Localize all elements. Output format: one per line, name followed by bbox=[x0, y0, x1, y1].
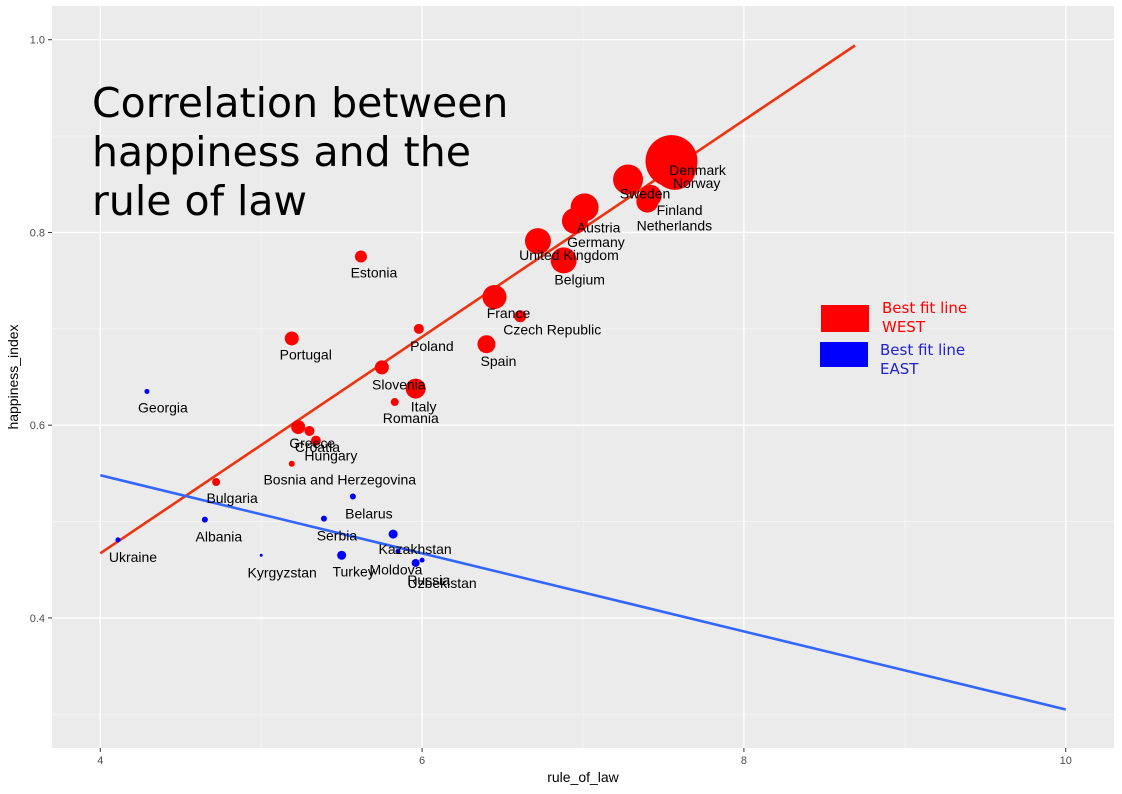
point-germany bbox=[561, 207, 588, 234]
point-russia bbox=[411, 558, 420, 567]
point-czech-republic bbox=[514, 310, 527, 323]
label-portugal: Portugal bbox=[280, 346, 332, 362]
label-romania: Romania bbox=[383, 410, 439, 426]
y-tick-label: 1.0 bbox=[30, 35, 45, 47]
y-tick-label: 0.4 bbox=[30, 613, 45, 625]
legend-east-line-2: EAST bbox=[880, 360, 919, 378]
point-kazakhstan bbox=[388, 529, 398, 539]
y-axis-title: happiness_index bbox=[5, 324, 21, 429]
title-line-2: happiness and the bbox=[92, 128, 471, 176]
label-czech-republic: Czech Republic bbox=[503, 321, 601, 337]
label-norway: Norway bbox=[673, 175, 720, 191]
point-poland bbox=[413, 323, 424, 334]
label-germany: Germany bbox=[567, 234, 625, 250]
point-norway bbox=[653, 147, 696, 190]
grid-major bbox=[52, 6, 1114, 748]
fit-line-west bbox=[99, 44, 856, 555]
legend-swatch-east bbox=[820, 342, 868, 367]
point-sweden bbox=[613, 164, 644, 195]
data-points bbox=[115, 135, 698, 567]
point-greece bbox=[291, 420, 306, 435]
point-italy bbox=[405, 378, 426, 399]
label-turkey: Turkey bbox=[332, 563, 374, 579]
label-georgia: Georgia bbox=[138, 399, 188, 415]
x-tick-label: 8 bbox=[741, 755, 747, 767]
point-ukraine bbox=[115, 537, 121, 543]
x-tick-label: 6 bbox=[419, 755, 425, 767]
label-spain: Spain bbox=[481, 353, 517, 369]
label-bulgaria: Bulgaria bbox=[206, 490, 258, 506]
label-kazakhstan: Kazakhstan bbox=[379, 541, 452, 557]
label-bosnia-and-herzegovina: Bosnia and Herzegovina bbox=[263, 472, 416, 488]
point-portugal bbox=[284, 331, 299, 346]
point-croatia bbox=[304, 425, 315, 436]
point-slovenia bbox=[374, 360, 389, 375]
label-uzbekistan: Uzbekistan bbox=[407, 575, 476, 591]
y-axis-ticks: 0.4 0.6 0.8 1.0 bbox=[30, 35, 52, 625]
label-russia: Russia bbox=[407, 572, 450, 588]
point-spain bbox=[477, 335, 496, 354]
point-hungary bbox=[310, 435, 321, 446]
label-kyrgyzstan: Kyrgyzstan bbox=[248, 564, 317, 580]
point-kyrgyzstan bbox=[259, 553, 263, 557]
grid-minor bbox=[52, 6, 1114, 748]
label-croatia: Croatia bbox=[295, 439, 340, 455]
legend-west-line-1: Best fit line bbox=[882, 299, 967, 317]
label-ukraine: Ukraine bbox=[109, 549, 157, 565]
point-united-kingdom bbox=[524, 228, 551, 255]
label-slovenia: Slovenia bbox=[372, 376, 426, 392]
point-uzbekistan bbox=[419, 557, 425, 563]
x-tick-label: 10 bbox=[1060, 755, 1072, 767]
point-moldova bbox=[395, 548, 401, 554]
label-moldova: Moldova bbox=[369, 561, 422, 577]
point-albania bbox=[201, 516, 208, 523]
legend-swatch-west bbox=[821, 305, 869, 332]
point-serbia bbox=[320, 515, 327, 522]
chart-title: Correlation between happiness and the ru… bbox=[92, 79, 521, 225]
point-turkey bbox=[337, 550, 347, 560]
x-axis-title: rule_of_law bbox=[547, 769, 619, 785]
point-estonia bbox=[354, 250, 367, 263]
title-line-1: Correlation between bbox=[92, 79, 508, 127]
point-belarus bbox=[349, 493, 356, 500]
title-line-3: rule of law bbox=[92, 177, 307, 225]
point-georgia bbox=[144, 388, 150, 394]
label-albania: Albania bbox=[196, 529, 243, 545]
legend-east-line-1: Best fit line bbox=[880, 341, 965, 359]
y-tick-label: 0.6 bbox=[30, 420, 45, 432]
label-sweden: Sweden bbox=[620, 185, 671, 201]
x-axis-ticks: 4 6 8 10 bbox=[97, 748, 1072, 767]
label-belarus: Belarus bbox=[345, 505, 392, 521]
legend: Best fit line WEST Best fit line EAST bbox=[820, 299, 972, 378]
point-bulgaria bbox=[212, 478, 221, 487]
y-tick-label: 0.8 bbox=[30, 227, 45, 239]
point-romania bbox=[390, 398, 399, 407]
point-france bbox=[482, 285, 507, 310]
label-netherlands: Netherlands bbox=[637, 218, 713, 234]
label-denmark: Denmark bbox=[669, 162, 727, 178]
point-netherlands bbox=[636, 190, 659, 213]
label-united-kingdom: United Kingdom bbox=[519, 247, 619, 263]
label-belgium: Belgium bbox=[554, 271, 605, 287]
fit-lines bbox=[99, 44, 1067, 711]
legend-label-west: Best fit line WEST bbox=[882, 299, 972, 336]
label-estonia: Estonia bbox=[351, 265, 398, 281]
label-poland: Poland bbox=[410, 338, 454, 354]
legend-west-line-2: WEST bbox=[882, 318, 926, 336]
x-tick-label: 4 bbox=[97, 755, 103, 767]
point-bosnia-and-herzegovina bbox=[288, 460, 295, 467]
label-austria: Austria bbox=[577, 219, 621, 235]
label-italy: Italy bbox=[411, 399, 437, 415]
label-finland: Finland bbox=[657, 202, 703, 218]
point-belgium bbox=[550, 247, 577, 274]
label-hungary: Hungary bbox=[304, 448, 357, 464]
label-france: France bbox=[487, 305, 531, 321]
fit-line-east bbox=[99, 474, 1067, 711]
label-serbia: Serbia bbox=[317, 528, 358, 544]
label-greece: Greece bbox=[289, 435, 335, 451]
legend-label-east: Best fit line EAST bbox=[880, 341, 970, 378]
